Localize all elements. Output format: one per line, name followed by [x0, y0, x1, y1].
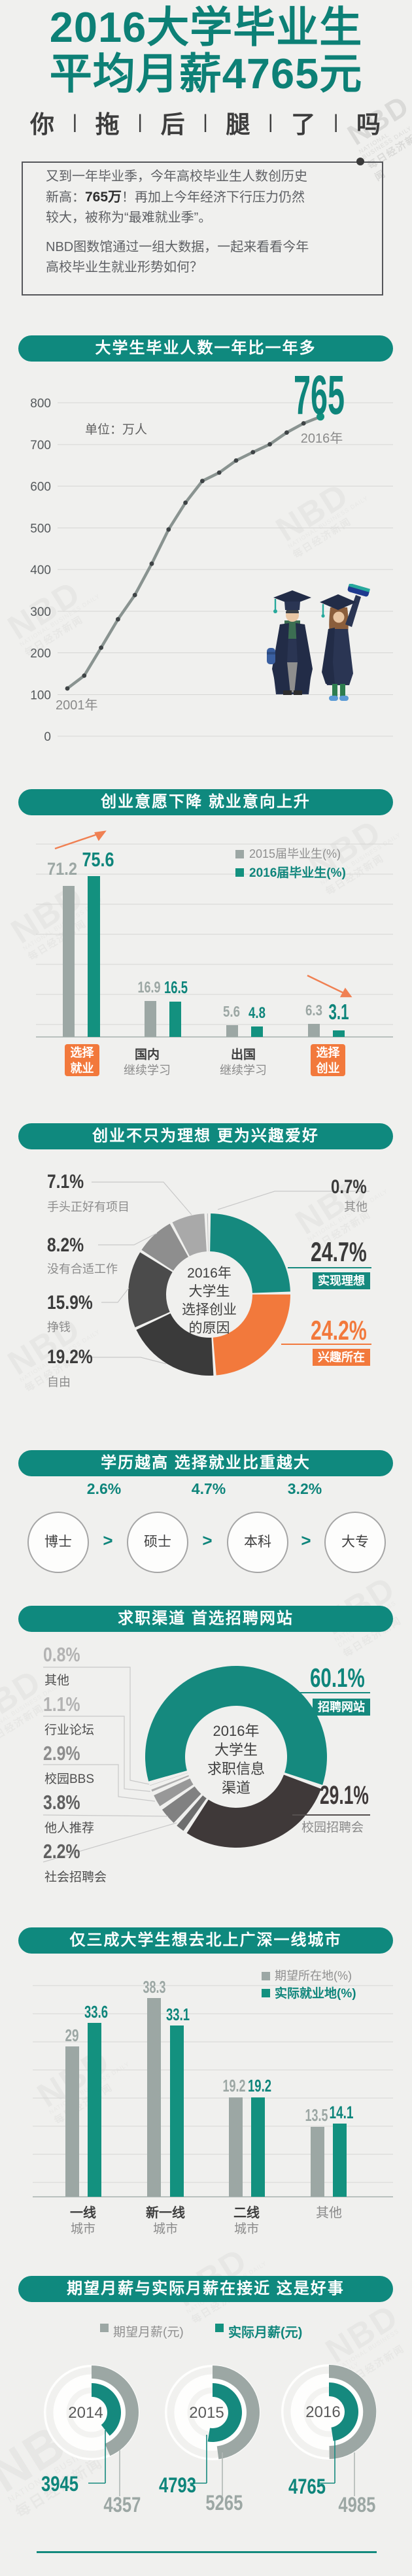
svg-text:2016年: 2016年 [301, 431, 343, 446]
svg-text:2014: 2014 [68, 2404, 103, 2422]
svg-text:700: 700 [30, 439, 51, 452]
svg-text:765: 765 [294, 366, 345, 426]
svg-text:14.1: 14.1 [330, 2103, 354, 2122]
svg-text:3.1: 3.1 [329, 1000, 349, 1024]
svg-text:500: 500 [30, 522, 51, 535]
svg-text:16.9: 16.9 [138, 979, 161, 996]
svg-text:33.6: 33.6 [84, 2002, 108, 2022]
svg-text:2015届毕业生(%): 2015届毕业生(%) [249, 847, 341, 860]
svg-text:5.6: 5.6 [223, 1003, 240, 1020]
svg-text:2001年: 2001年 [56, 698, 98, 713]
svg-text:2016: 2016 [305, 2403, 340, 2421]
svg-text:2016届毕业生(%): 2016届毕业生(%) [249, 865, 346, 880]
svg-text:300: 300 [30, 605, 51, 619]
svg-text:2015: 2015 [189, 2404, 224, 2422]
svg-text:200: 200 [30, 647, 51, 661]
svg-text:29: 29 [65, 2025, 79, 2045]
svg-text:800: 800 [30, 397, 51, 411]
svg-text:33.1: 33.1 [166, 2005, 190, 2024]
svg-text:16.5: 16.5 [164, 977, 188, 997]
svg-text:期望所在地(%): 期望所在地(%) [275, 1969, 352, 1982]
svg-text:13.5: 13.5 [305, 2105, 328, 2125]
svg-text:38.3: 38.3 [143, 1977, 166, 1997]
svg-text:19.2: 19.2 [248, 2076, 271, 2095]
svg-text:4.8: 4.8 [249, 1004, 266, 1022]
svg-text:实际就业地(%): 实际就业地(%) [275, 1986, 356, 2001]
svg-text:400: 400 [30, 564, 51, 577]
svg-text:6.3: 6.3 [305, 1002, 322, 1019]
svg-text:71.2: 71.2 [47, 859, 77, 879]
svg-text:75.6: 75.6 [82, 848, 114, 871]
svg-text:100: 100 [30, 688, 51, 702]
svg-text:单位：万人: 单位：万人 [85, 422, 147, 437]
svg-text:600: 600 [30, 481, 51, 494]
svg-text:0: 0 [44, 730, 51, 744]
svg-text:19.2: 19.2 [223, 2076, 246, 2095]
